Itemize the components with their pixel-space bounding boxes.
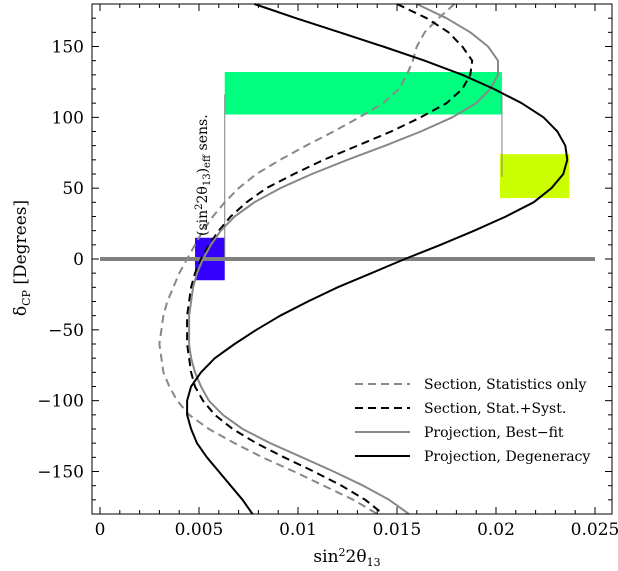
series-line-1 — [158, 3, 456, 515]
series-line-4 — [186, 3, 569, 515]
y-tick-label: 150 — [52, 38, 84, 58]
x-tick-labels: 0 0.005 0.01 0.015 0.02 0.025 — [95, 520, 618, 540]
y-tick-label: 0 — [73, 250, 84, 270]
y-axis-label: δCP [Degrees] — [11, 200, 33, 316]
x-tick-label: 0.015 — [373, 520, 422, 540]
x-tick-label: 0.02 — [477, 520, 515, 540]
x-tick-label: 0.025 — [571, 520, 618, 540]
legend: Section, Statistics only Section, Stat.+S… — [355, 377, 590, 465]
legend-label-1: Section, Statistics only — [424, 377, 587, 393]
legend-label-4: Projection, Degeneracy — [424, 449, 590, 465]
axis-ticks — [92, 3, 612, 515]
y-tick-label: −50 — [48, 321, 84, 341]
x-tick-label: 0.005 — [175, 520, 224, 540]
green-box — [224, 72, 502, 115]
series-line-3 — [188, 3, 499, 515]
x-axis-label: sin22θ13 — [313, 546, 380, 569]
y-tick-labels: −150 −100 −50 0 50 100 150 — [37, 38, 84, 483]
annotation-lines — [224, 94, 503, 259]
yellow-box — [499, 154, 570, 199]
legend-label-2: Section, Stat.+Syst. — [424, 401, 566, 417]
y-tick-label: −150 — [37, 463, 84, 483]
series-lines — [158, 3, 569, 515]
y-tick-label: 50 — [62, 179, 84, 199]
y-tick-label: 100 — [52, 108, 84, 128]
x-tick-label: 0 — [95, 520, 106, 540]
x-tick-label: 0.01 — [279, 520, 317, 540]
series-line-2 — [186, 3, 474, 515]
y-tick-label: −100 — [37, 392, 84, 412]
legend-label-3: Projection, Best−fit — [424, 425, 564, 441]
